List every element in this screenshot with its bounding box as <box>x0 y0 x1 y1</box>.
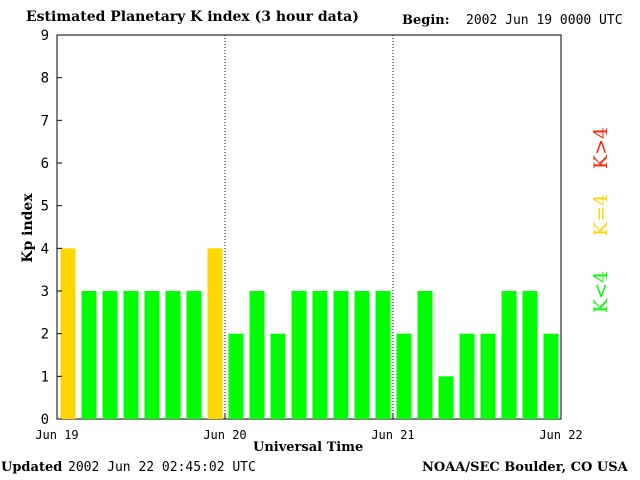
kp-bar <box>333 291 349 419</box>
kp-bar <box>165 291 181 419</box>
kp-bar <box>291 291 307 419</box>
kp-bar <box>207 248 223 419</box>
legend-k-greater-than-4: K>4 <box>590 126 612 170</box>
kp-bar <box>249 291 265 419</box>
y-tick-label: 8 <box>41 71 49 87</box>
kp-bar <box>354 291 370 419</box>
y-tick-label: 4 <box>41 241 49 257</box>
y-tick-label: 0 <box>41 412 49 428</box>
kp-bar <box>438 376 454 419</box>
kp-bar <box>123 291 139 419</box>
kp-bar <box>396 333 412 419</box>
kp-bar <box>375 291 391 419</box>
legend-k-less-than-4: K<4 <box>590 270 612 314</box>
y-tick-label: 5 <box>41 199 49 215</box>
x-tick-label: Jun 21 <box>371 428 414 442</box>
y-tick-label: 9 <box>41 28 49 44</box>
kp-bar <box>228 333 244 419</box>
kp-bar <box>417 291 433 419</box>
kp-bar <box>312 291 328 419</box>
source-credit: NOAA/SEC Boulder, CO USA <box>422 460 628 475</box>
y-tick-label: 3 <box>41 284 49 300</box>
legend-k-equals-4: K=4 <box>590 193 612 237</box>
x-tick-label: Jun 19 <box>35 428 78 442</box>
plot-frame <box>56 34 562 420</box>
kp-bar <box>144 291 160 419</box>
x-tick-label: Jun 22 <box>539 428 582 442</box>
y-axis-label: Kp index <box>20 193 36 263</box>
y-tick-label: 6 <box>41 156 49 172</box>
begin-value: 2002 Jun 19 0000 UTC <box>466 13 623 28</box>
kp-bar <box>81 291 97 419</box>
kp-bar <box>480 333 496 419</box>
y-tick-label: 2 <box>41 327 49 343</box>
kp-bar <box>522 291 538 419</box>
kp-bar <box>60 248 76 419</box>
y-tick-label: 1 <box>41 369 49 385</box>
kp-bar <box>270 333 286 419</box>
chart-title: Estimated Planetary K index (3 hour data… <box>26 9 359 25</box>
kp-bar <box>459 333 475 419</box>
kp-bar <box>501 291 517 419</box>
kp-bar <box>102 291 118 419</box>
x-axis-label: Universal Time <box>253 440 364 455</box>
updated-timestamp: 2002 Jun 22 02:45:02 UTC <box>68 460 256 475</box>
kp-bar <box>186 291 202 419</box>
begin-label: Begin: <box>402 13 450 28</box>
updated-label: Updated <box>1 460 63 475</box>
x-tick-label: Jun 20 <box>203 428 246 442</box>
kp-bar <box>543 333 559 419</box>
y-tick-label: 7 <box>41 113 49 129</box>
